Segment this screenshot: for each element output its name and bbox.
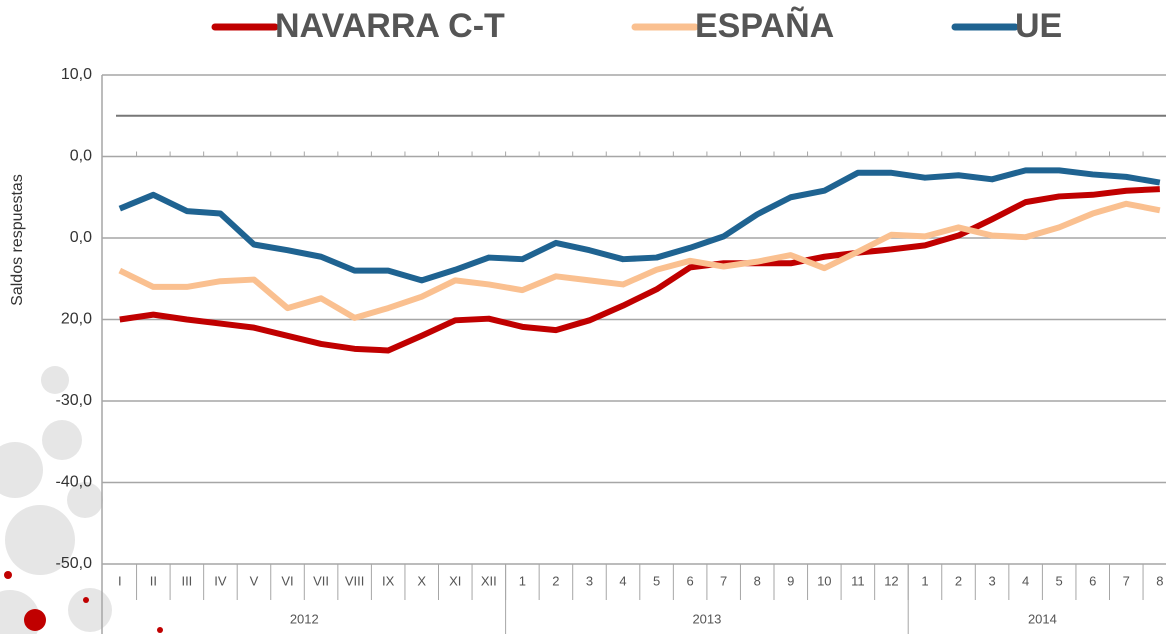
x-tick-label: 12 (884, 573, 898, 588)
y-tick-label: 10,0 (61, 66, 92, 83)
x-tick-label: 8 (1156, 573, 1163, 588)
y-tick-label: 20,0 (61, 311, 92, 328)
x-group-label: 2012 (290, 611, 319, 626)
x-tick-label: 2 (955, 573, 962, 588)
y-tick-label: -40,0 (56, 474, 93, 491)
x-tick-label: V (250, 573, 259, 588)
page: {"chart_data": {"type": "line", "y_label… (0, 0, 1166, 634)
x-tick-label: 2 (552, 573, 559, 588)
x-tick-label: III (181, 573, 192, 588)
x-group-label: 2014 (1028, 611, 1057, 626)
x-tick-label: 3 (586, 573, 593, 588)
x-tick-label: 6 (1089, 573, 1096, 588)
x-tick-label: 9 (787, 573, 794, 588)
y-axis-label: Saldos respuestas (9, 174, 26, 306)
x-tick-label: X (417, 573, 426, 588)
series-line (120, 170, 1160, 280)
x-tick-label: IX (382, 573, 395, 588)
x-tick-label: 7 (720, 573, 727, 588)
x-tick-label: 1 (921, 573, 928, 588)
x-tick-label: VII (313, 573, 329, 588)
x-tick-label: VIII (345, 573, 365, 588)
x-tick-label: 8 (754, 573, 761, 588)
x-tick-label: 6 (687, 573, 694, 588)
y-tick-label: -30,0 (56, 392, 93, 409)
y-tick-label: 0,0 (70, 148, 92, 165)
chart: Saldos respuestas -50,0-40,0-30,020,00,0… (0, 0, 1166, 634)
x-tick-label: VI (281, 573, 293, 588)
y-tick-label: 0,0 (70, 229, 92, 246)
x-tick-label: 4 (619, 573, 626, 588)
x-tick-label: 5 (1056, 573, 1063, 588)
legend-label: NAVARRA C-T (275, 7, 505, 45)
x-tick-label: I (118, 573, 122, 588)
legend-label: UE (1015, 7, 1062, 45)
x-tick-label: 3 (988, 573, 995, 588)
x-tick-label: XI (449, 573, 461, 588)
x-tick-label: XII (481, 573, 497, 588)
x-tick-label: 10 (817, 573, 831, 588)
x-tick-label: IV (214, 573, 227, 588)
x-tick-label: 1 (519, 573, 526, 588)
x-tick-label: 4 (1022, 573, 1029, 588)
legend-label: ESPAÑA (695, 7, 834, 45)
x-tick-label: 7 (1123, 573, 1130, 588)
x-tick-label: 5 (653, 573, 660, 588)
y-tick-label: -50,0 (56, 555, 93, 572)
series-line (120, 189, 1160, 350)
x-tick-label: II (150, 573, 157, 588)
x-group-label: 2013 (692, 611, 721, 626)
x-tick-label: 11 (851, 573, 865, 588)
